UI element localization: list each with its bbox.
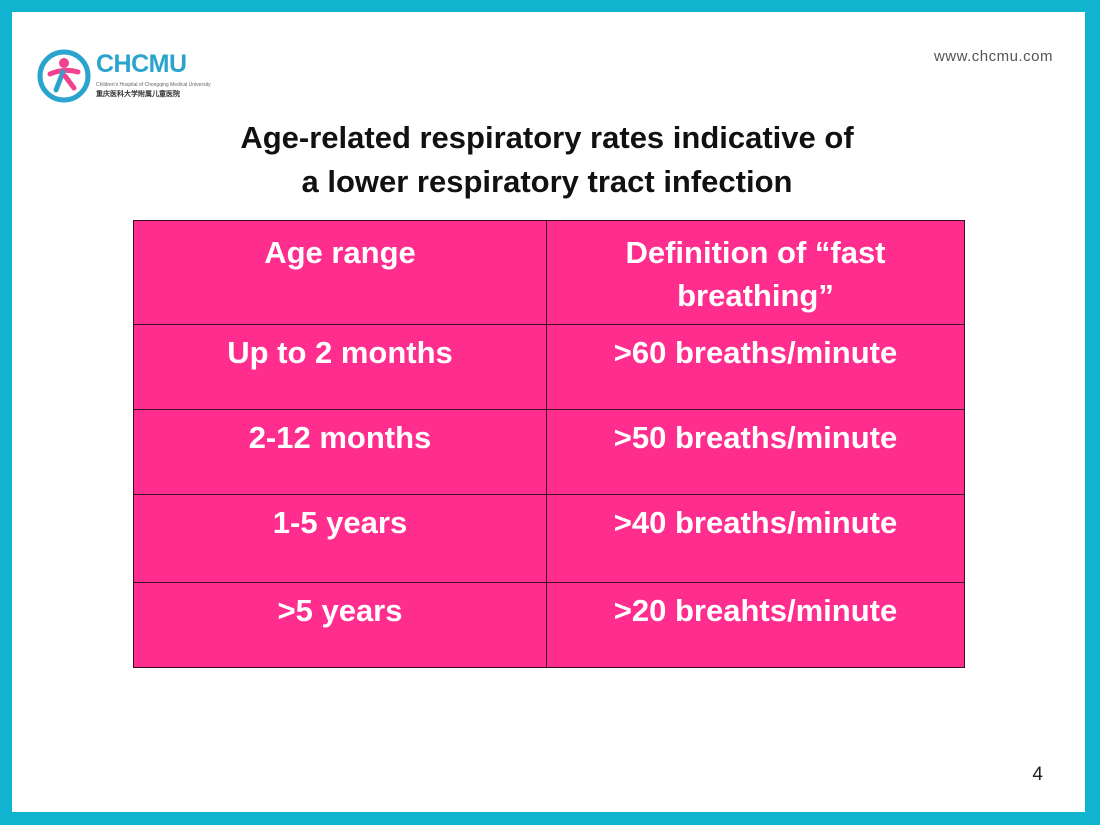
age-cell: 1-5 years (133, 494, 547, 583)
logo-text: CHCMU (96, 50, 187, 78)
chcmu-logo-icon (37, 49, 91, 103)
chcmu-logo: CHCMU Children's Hospital of Chongqing M… (36, 44, 211, 106)
slide-title-line-2: a lower respiratory tract infection (301, 164, 793, 199)
table-row: 2-12 months >50 breaths/minute (133, 409, 965, 495)
slide-title: Age-related respiratory rates indicative… (132, 116, 962, 204)
age-cell: 2-12 months (133, 409, 547, 495)
rate-cell: >60 breaths/minute (546, 324, 965, 410)
header-fast-breathing: Definition of “fast breathing” (546, 220, 965, 325)
logo-subtitle-en: Children's Hospital of Chongqing Medical… (96, 82, 211, 88)
rate-cell: >20 breahts/minute (546, 582, 965, 668)
slide-title-line-1: Age-related respiratory rates indicative… (240, 120, 854, 155)
age-cell: >5 years (133, 582, 547, 668)
table-row: >5 years >20 breahts/minute (133, 582, 965, 668)
table-row: Up to 2 months >60 breaths/minute (133, 324, 965, 410)
respiratory-rate-table: Age range Definition of “fast breathing”… (133, 220, 965, 668)
logo-subtitle-cn: 重庆医科大学附属儿童医院 (96, 91, 180, 98)
rate-cell: >50 breaths/minute (546, 409, 965, 495)
page-number: 4 (1032, 764, 1043, 785)
table-header-row: Age range Definition of “fast breathing” (133, 220, 965, 325)
header-age-range: Age range (133, 220, 547, 325)
rate-cell: >40 breaths/minute (546, 494, 965, 583)
table-row: 1-5 years >40 breaths/minute (133, 494, 965, 583)
age-cell: Up to 2 months (133, 324, 547, 410)
website-url: www.chcmu.com (933, 48, 1053, 65)
slide: CHCMU Children's Hospital of Chongqing M… (12, 12, 1085, 812)
